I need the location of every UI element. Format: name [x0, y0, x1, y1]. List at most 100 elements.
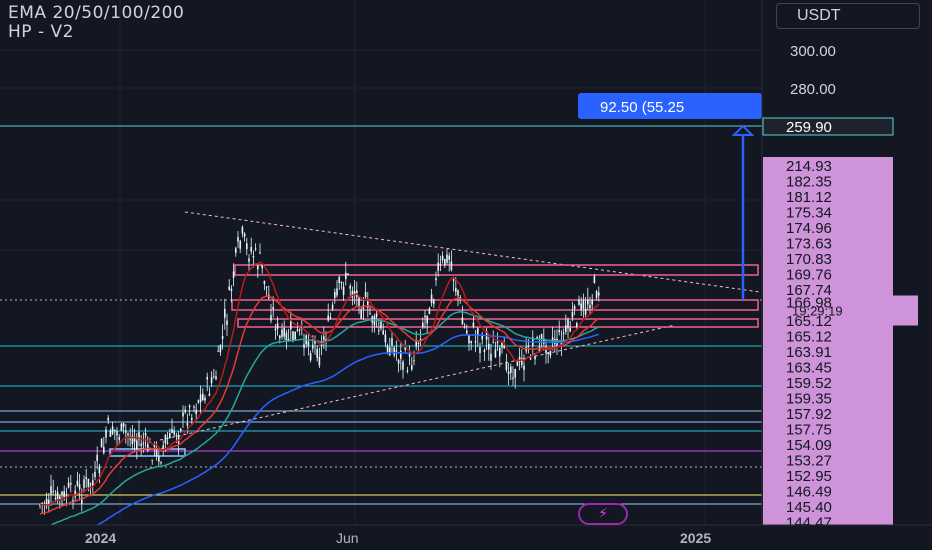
candle-body — [265, 286, 268, 288]
candle-body — [158, 455, 160, 462]
price-tag-label: 259.90 — [786, 119, 832, 136]
candle-body — [591, 299, 593, 305]
candle-body — [318, 356, 321, 366]
candle-body — [232, 271, 235, 278]
candle-body — [50, 486, 52, 495]
legend-line-2: HP - V2 — [8, 22, 74, 42]
candle-body — [109, 430, 112, 437]
upper-trendline — [184, 211, 761, 293]
x-tick-label: 2024 — [85, 530, 116, 546]
candle-body — [562, 332, 565, 334]
candle-body — [417, 342, 420, 344]
candle-body — [336, 288, 338, 296]
candle-body — [191, 417, 193, 420]
candle-body — [340, 282, 343, 284]
candle-body — [204, 397, 206, 401]
candle-body — [400, 350, 402, 359]
candle-body — [364, 291, 367, 298]
candle-body — [358, 297, 360, 307]
time-axis[interactable]: 2024 Jun 2025 — [0, 524, 932, 550]
candle-body — [345, 272, 347, 280]
candle-body — [83, 479, 85, 488]
candle-body — [580, 303, 582, 310]
candle-body — [162, 445, 164, 450]
candle-body — [180, 428, 182, 431]
lower-trendline — [159, 324, 676, 441]
price-tag-label: 181.12 — [786, 189, 832, 206]
candle-body — [39, 504, 41, 506]
candle-body — [272, 307, 274, 310]
candle-body — [450, 261, 453, 271]
candle-body — [103, 446, 105, 453]
candle-body — [481, 334, 483, 340]
candle-body — [433, 299, 435, 305]
candle-body — [567, 319, 569, 329]
candle-body — [136, 440, 138, 450]
candle-body — [237, 237, 239, 242]
candle-body — [292, 331, 294, 341]
candle-body — [312, 344, 314, 349]
candle-body — [329, 317, 332, 319]
candle-body — [228, 286, 230, 290]
candle-body — [147, 444, 149, 451]
candle-body — [510, 366, 512, 373]
price-tag-label: 159.35 — [786, 391, 832, 408]
candle-body — [153, 444, 156, 448]
ema-200-line — [39, 333, 600, 545]
candle-body — [426, 315, 428, 324]
candle-body — [52, 491, 54, 493]
horizontal-gridlines — [0, 49, 762, 251]
price-tag-label: 175.34 — [786, 205, 832, 222]
candle-body — [239, 240, 241, 249]
candle-body — [518, 357, 521, 362]
indicator-legend[interactable]: EMA 20/50/100/200 HP - V2 — [8, 4, 184, 42]
candle-body — [384, 334, 387, 343]
candle-body — [571, 311, 574, 318]
candle-body — [393, 347, 395, 356]
price-tag-label: 214.93 — [786, 158, 832, 175]
candle-body — [235, 248, 237, 253]
price-tag-label: 152.95 — [786, 468, 832, 485]
candle-body — [437, 262, 439, 271]
candle-body — [415, 341, 417, 347]
candle-body — [582, 300, 585, 309]
price-tag-label: 157.92 — [786, 406, 832, 423]
candle-body — [294, 331, 296, 341]
candle-body — [501, 342, 503, 348]
price-tag-label: 173.63 — [786, 236, 832, 253]
candle-body — [307, 341, 310, 347]
candle-body — [560, 341, 563, 348]
candle-body — [281, 329, 283, 337]
currency-selector[interactable]: USDT — [776, 3, 920, 29]
trendlines — [159, 211, 761, 441]
candle-body — [375, 313, 378, 317]
candle-body — [230, 288, 233, 292]
candle-body — [215, 376, 217, 380]
flash-icon[interactable]: ⚡ — [578, 503, 628, 525]
price-tag-label: 146.49 — [786, 484, 832, 501]
candle-body — [175, 435, 178, 437]
candle-body — [241, 227, 244, 234]
candle-body — [499, 347, 501, 357]
candle-body — [351, 290, 354, 298]
candle-body — [323, 336, 325, 340]
candle-body — [274, 328, 277, 331]
candle-body — [76, 480, 79, 486]
candle-body — [413, 360, 415, 362]
candle-body — [543, 338, 545, 344]
candle-body — [252, 256, 255, 258]
candle-body — [224, 308, 226, 318]
candle-body — [536, 336, 538, 339]
candle-body — [78, 484, 81, 489]
candle-body — [397, 360, 400, 364]
candle-body — [261, 264, 263, 269]
candle-body — [100, 438, 103, 448]
price-axis[interactable]: 300.00 280.00 259.90 214.93182.35181.12175.… — [761, 0, 932, 532]
candle-body — [369, 313, 371, 315]
candle-body — [494, 349, 497, 358]
candle-body — [195, 409, 197, 415]
candle-body — [279, 335, 281, 339]
x-tick-label: Jun — [336, 530, 359, 546]
candle-body — [547, 352, 549, 354]
